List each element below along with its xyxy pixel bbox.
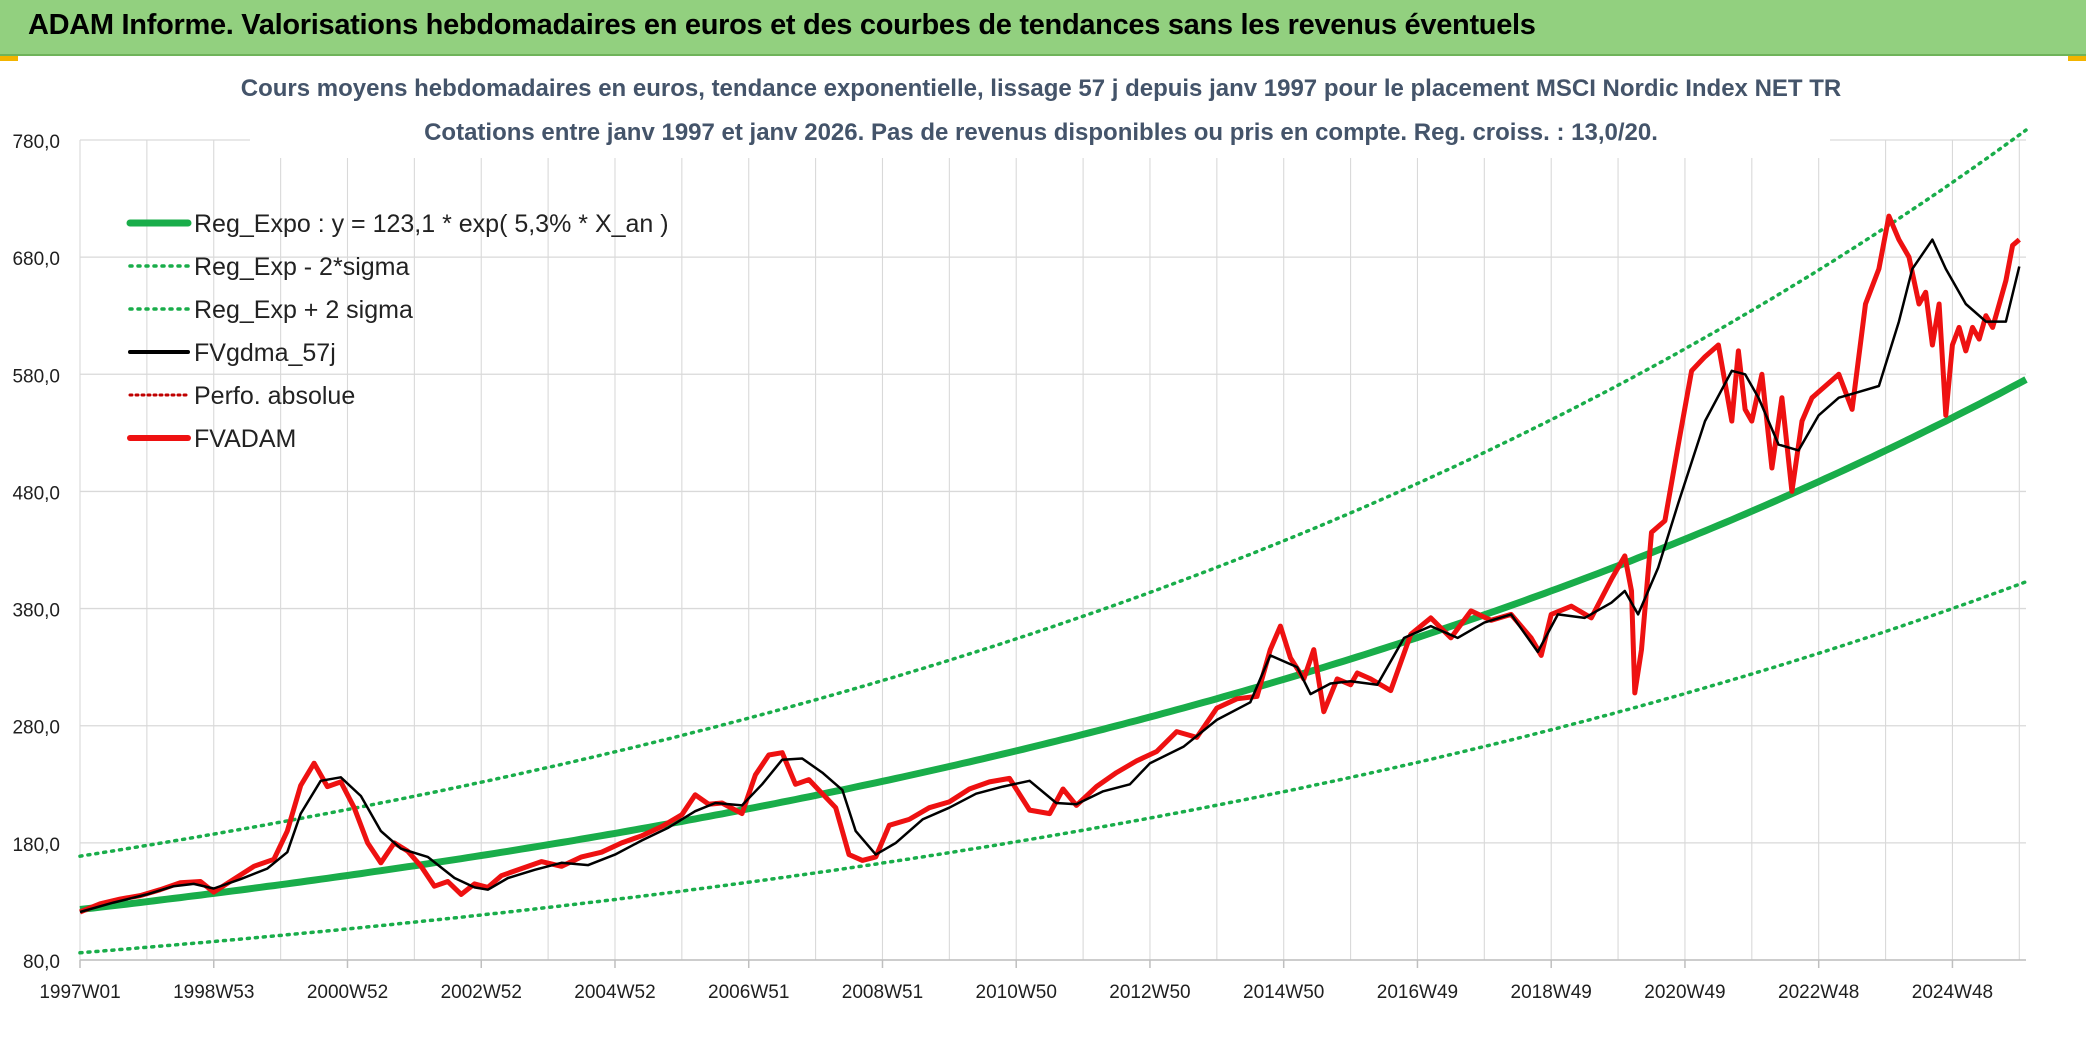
- x-axis: 1997W01 1998W53 2000W52 2002W52 2004W52 2006W…: [39, 960, 1993, 1003]
- x-tick-label: 2012W50: [1109, 982, 1190, 1003]
- corner-mark-right: [2068, 56, 2086, 61]
- chart-subtitle: Cotations entre janv 1997 et janv 2026. …: [424, 119, 1658, 146]
- x-tick-label: 2024W48: [1912, 982, 1993, 1003]
- legend-label: Reg_Exp - 2*sigma: [194, 253, 409, 281]
- legend-item-reg-expo: Reg_Expo : y = 123,1 * exp( 5,3% * X_an …: [126, 210, 669, 238]
- y-tick-label: 480,0: [12, 483, 60, 504]
- y-tick-label: 580,0: [12, 366, 60, 387]
- x-tick-label: 2002W52: [441, 982, 522, 1003]
- legend-label: Perfo. absolue: [194, 382, 355, 410]
- legend-label: FVgdma_57j: [194, 339, 336, 367]
- x-tick-label: 2018W49: [1511, 982, 1592, 1003]
- series-reg-exp-minus-2sigma: [78, 580, 2028, 955]
- x-tick-label: 2022W48: [1778, 982, 1859, 1003]
- x-tick-label: 2016W49: [1377, 982, 1458, 1003]
- legend: Reg_Expo : y = 123,1 * exp( 5,3% * X_an …: [126, 210, 669, 453]
- chart-title: Cours moyens hebdomadaires en euros, ten…: [241, 75, 1841, 102]
- series-fvgdma-57j: [79, 238, 2021, 914]
- report-title: ADAM Informe. Valorisations hebdomadaire…: [28, 9, 1536, 41]
- legend-item-fvgdma-57j: FVgdma_57j: [128, 339, 336, 367]
- report-banner: ADAM Informe. Valorisations hebdomadaire…: [0, 0, 2086, 56]
- x-tick-label: 1997W01: [39, 982, 120, 1003]
- series-reg-exp-plus-2sigma: [78, 128, 2028, 858]
- x-tick-label: 2004W52: [574, 982, 655, 1003]
- y-tick-label: 380,0: [12, 601, 60, 622]
- legend-label: FVADAM: [194, 425, 296, 453]
- series-fvadam: [79, 213, 2021, 915]
- series-reg-expo: [79, 376, 2028, 913]
- legend-label: Reg_Expo : y = 123,1 * exp( 5,3% * X_an …: [194, 210, 669, 238]
- y-tick-label: 180,0: [12, 835, 60, 856]
- x-tick-label: 2006W51: [708, 982, 789, 1003]
- title-backdrop: [250, 60, 1830, 158]
- x-tick-label: 2014W50: [1243, 982, 1324, 1003]
- y-tick-label: 80,0: [23, 952, 60, 973]
- x-tick-label: 2008W51: [842, 982, 923, 1003]
- x-tick-label: 2020W49: [1644, 982, 1725, 1003]
- x-tick-label: 1998W53: [173, 982, 254, 1003]
- y-tick-label: 780,0: [12, 132, 60, 153]
- chart-svg: 780,0680,0580,0480,0380,0280,0180,080,0 …: [12, 60, 2028, 1003]
- plot-lines: [78, 128, 2028, 955]
- x-tick-label: 2010W50: [976, 982, 1057, 1003]
- chart-area: 780,0 680,0 580,0 480,0 380,0 280,0 180,0 80,0 …: [0, 56, 2086, 1038]
- y-axis: 780,0 680,0 580,0 480,0 380,0 280,0 180,0 80,0: [12, 132, 60, 973]
- legend-label: Reg_Exp + 2 sigma: [194, 296, 413, 324]
- legend-item-perfo-absolue: Perfo. absolue: [128, 382, 355, 410]
- legend-item-fvadam: FVADAM: [127, 425, 296, 453]
- corner-mark-left: [0, 56, 18, 61]
- legend-item-reg-exp-minus-2sigma: Reg_Exp - 2*sigma: [128, 253, 409, 281]
- y-tick-label: 680,0: [12, 249, 60, 270]
- y-tick-label: 280,0: [12, 718, 60, 739]
- x-tick-label: 2000W52: [307, 982, 388, 1003]
- grid-lines: [79, 139, 2026, 961]
- legend-item-reg-exp-plus-2sigma: Reg_Exp + 2 sigma: [128, 296, 413, 324]
